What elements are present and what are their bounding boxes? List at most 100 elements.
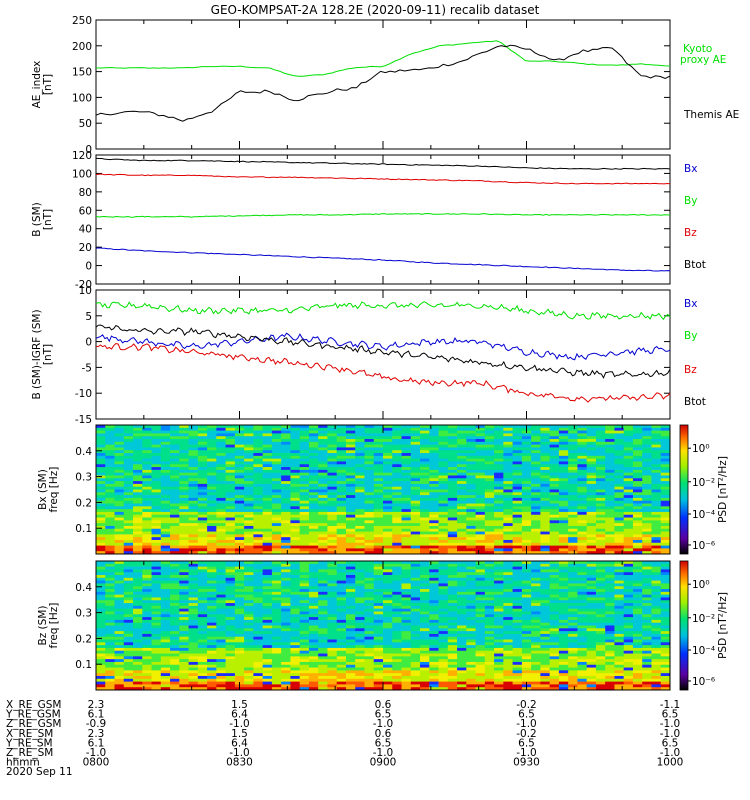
specx-spectrogram-cell (577, 497, 588, 502)
specz-spectrogram-cell (355, 659, 365, 663)
specx-spectrogram-cell (179, 475, 189, 479)
specx-spectrogram-cell (549, 441, 560, 446)
specx-spectrogram-cell (401, 472, 412, 476)
specx-spectrogram-cell (188, 481, 199, 485)
specz-spectrogram-cell (345, 645, 356, 649)
specx-spectrogram-cell (660, 492, 671, 496)
specx-spectrogram-cell (308, 500, 319, 504)
specx-spectrogram-cell (429, 430, 439, 434)
specz-spectrogram-cell (457, 673, 467, 677)
specx-spectrogram-cell (262, 441, 273, 446)
specx-spectrogram-cell (336, 475, 347, 479)
specx-spectrogram-cell (179, 551, 189, 555)
specx-spectrogram-cell (577, 503, 588, 507)
specz-spectrogram-cell (188, 591, 199, 596)
specx-spectrogram-cell (410, 503, 421, 507)
specz-spectrogram-cell (123, 569, 134, 573)
specz-spectrogram-cell (318, 673, 328, 677)
specz-spectrogram-cell (401, 633, 412, 638)
specz-spectrogram-cell (373, 611, 384, 615)
specx-spectrogram-cell (484, 425, 495, 429)
specz-spectrogram-cell (234, 664, 245, 668)
specx-spectrogram-cell (577, 441, 588, 446)
specz-spectrogram-cell (207, 656, 217, 660)
specx-spectrogram-cell (503, 444, 514, 448)
specx-spectrogram-cell (244, 495, 254, 499)
specx-spectrogram-cell (383, 447, 393, 451)
specz-spectrogram-cell (151, 653, 162, 657)
specz-spectrogram-cell (114, 664, 125, 668)
specz-spectrogram-cell (364, 684, 375, 688)
specx-spectrogram-cell (160, 453, 171, 457)
specx-spectrogram-cell (549, 525, 560, 530)
specx-spectrogram-cell (308, 545, 319, 549)
specx-spectrogram-cell (623, 453, 634, 457)
specx-spectrogram-cell (151, 537, 162, 541)
specx-spectrogram-cell (401, 492, 412, 496)
specx-spectrogram-cell (96, 531, 106, 535)
specx-spectrogram-cell (595, 467, 606, 471)
specz-spectrogram-cell (253, 561, 264, 565)
specx-spectrogram-cell (632, 469, 643, 474)
specz-spectrogram-cell (392, 563, 402, 567)
specx-spectrogram-cell (595, 528, 606, 532)
specx-spectrogram-cell (244, 509, 254, 513)
specz-spectrogram-cell (447, 653, 458, 657)
specx-spectrogram-cell (466, 455, 476, 460)
specx-spectrogram-cell (484, 523, 495, 527)
specx-spectrogram-cell (271, 523, 282, 527)
specx-spectrogram-cell (281, 486, 291, 490)
specx-spectrogram-cell (179, 486, 189, 490)
specz-spectrogram-cell (170, 561, 180, 565)
specz-spectrogram-cell (410, 625, 421, 629)
specz-spectrogram-cell (271, 605, 282, 610)
specx-spectrogram-cell (577, 453, 588, 457)
specx-spectrogram-cell (234, 472, 245, 476)
specx-spectrogram-cell (642, 483, 652, 488)
specx-spectrogram-cell (364, 453, 375, 457)
specz-spectrogram-cell (410, 661, 421, 666)
specz-spectrogram-cell (420, 642, 430, 646)
specz-spectrogram-cell (197, 614, 208, 618)
specz-spectrogram-cell (225, 611, 236, 615)
specx-spectrogram-cell (151, 441, 162, 446)
specx-spectrogram-cell (568, 455, 578, 460)
specx-spectrogram-cell (281, 495, 291, 499)
specx-spectrogram-cell (420, 517, 430, 521)
specx-spectrogram-cell (290, 458, 301, 462)
specx-spectrogram-cell (383, 475, 393, 479)
specz-spectrogram-cell (438, 580, 449, 584)
specx-spectrogram-cell (281, 548, 291, 552)
specx-spectrogram-cell (271, 517, 282, 521)
specz-spectrogram-cell (355, 561, 365, 565)
specx-spectrogram-cell (651, 486, 662, 490)
specz-spectrogram-cell (170, 653, 180, 657)
specz-spectrogram-cell (114, 583, 125, 587)
specx-spectrogram-cell (244, 475, 254, 479)
specx-spectrogram-cell (345, 453, 356, 457)
specx-spectrogram-cell (225, 455, 236, 460)
specz-spectrogram-cell (197, 650, 208, 654)
specz-spectrogram-cell (105, 608, 115, 612)
specz-spectrogram-cell (401, 586, 412, 590)
specx-spectrogram-cell (96, 433, 106, 437)
specz-spectrogram-cell (142, 600, 152, 604)
specx-spectrogram-cell (114, 539, 125, 544)
specx-spectrogram-cell (447, 534, 458, 538)
specz-spectrogram-cell (244, 653, 254, 657)
specx-spectrogram-cell (364, 455, 375, 460)
specx-spectrogram-cell (308, 511, 319, 516)
specx-spectrogram-cell (207, 500, 217, 504)
specz-spectrogram-cell (96, 647, 106, 652)
specz-spectrogram-cell (383, 639, 393, 643)
specx-spectrogram-cell (401, 441, 412, 446)
specx-spectrogram-cell (262, 486, 273, 490)
specz-spectrogram-cell (160, 597, 171, 601)
specz-spectrogram-cell (216, 678, 227, 682)
specz-spectrogram-cell (133, 575, 143, 579)
specz-spectrogram-cell (364, 611, 375, 615)
specz-spectrogram-cell (420, 605, 430, 610)
specx-spectrogram-cell (151, 517, 162, 521)
specx-spectrogram-cell (225, 548, 236, 552)
specx-spectrogram-cell (151, 430, 162, 434)
